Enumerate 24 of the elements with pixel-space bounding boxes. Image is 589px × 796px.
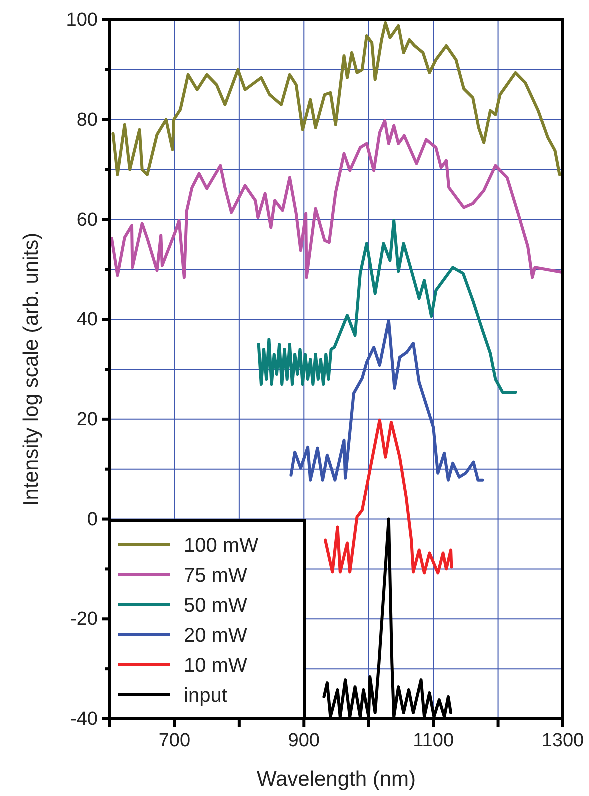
line-series	[324, 418, 454, 575]
y-tick-label: 60	[76, 210, 98, 231]
legend-label: 10 mW	[184, 655, 248, 677]
y-tick-label: 0	[87, 509, 98, 530]
line-series	[112, 21, 562, 176]
y-axis-title: Intensity log scale (arb. units)	[20, 232, 43, 506]
x-tick-label: 700	[158, 730, 191, 752]
legend-label: 100 mW	[184, 535, 259, 557]
legend-label: 50 mW	[184, 595, 248, 617]
y-tick-label: -20	[70, 609, 98, 630]
x-tick-label: 900	[288, 730, 320, 752]
x-tick-label: 1100	[413, 730, 454, 752]
y-tick-label: 100	[66, 10, 98, 32]
line-series	[257, 219, 518, 394]
y-tick-label: 20	[76, 410, 98, 431]
legend-label: 75 mW	[184, 565, 248, 587]
line-series	[110, 119, 564, 280]
y-tick-label: 40	[76, 310, 98, 331]
y-tick-label: 80	[76, 110, 98, 131]
legend-label: input	[184, 685, 228, 707]
legend-label: 20 mW	[184, 625, 248, 647]
x-tick-label: 1300	[542, 730, 584, 752]
y-tick-label: -40	[70, 709, 98, 730]
x-axis-title: Wavelength (nm)	[256, 768, 416, 791]
